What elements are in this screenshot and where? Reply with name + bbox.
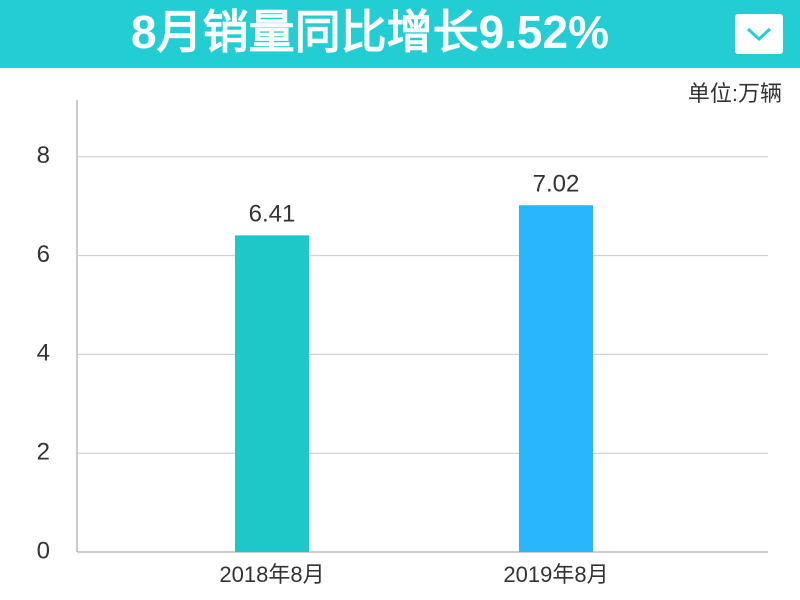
dropdown-chevron[interactable] xyxy=(746,27,772,42)
dropdown-box[interactable] xyxy=(735,14,783,54)
x-tick-label: 2019年8月 xyxy=(503,562,608,587)
dropdown-button[interactable] xyxy=(735,14,783,54)
y-tick-label: 2 xyxy=(37,439,50,466)
bar xyxy=(235,235,309,552)
x-tick-label: 2018年8月 xyxy=(219,562,324,587)
value-label: 7.02 xyxy=(533,171,580,198)
y-tick-label: 0 xyxy=(37,537,50,564)
bar xyxy=(519,205,593,552)
title-banner xyxy=(0,0,800,68)
unit-label: 单位:万辆 xyxy=(688,81,782,106)
chart-title: 8月销量同比增长9.52% xyxy=(131,6,609,58)
value-label: 6.41 xyxy=(249,201,296,228)
y-tick-label: 8 xyxy=(37,142,50,169)
y-tick-label: 6 xyxy=(37,241,50,268)
y-tick-label: 4 xyxy=(37,340,50,367)
